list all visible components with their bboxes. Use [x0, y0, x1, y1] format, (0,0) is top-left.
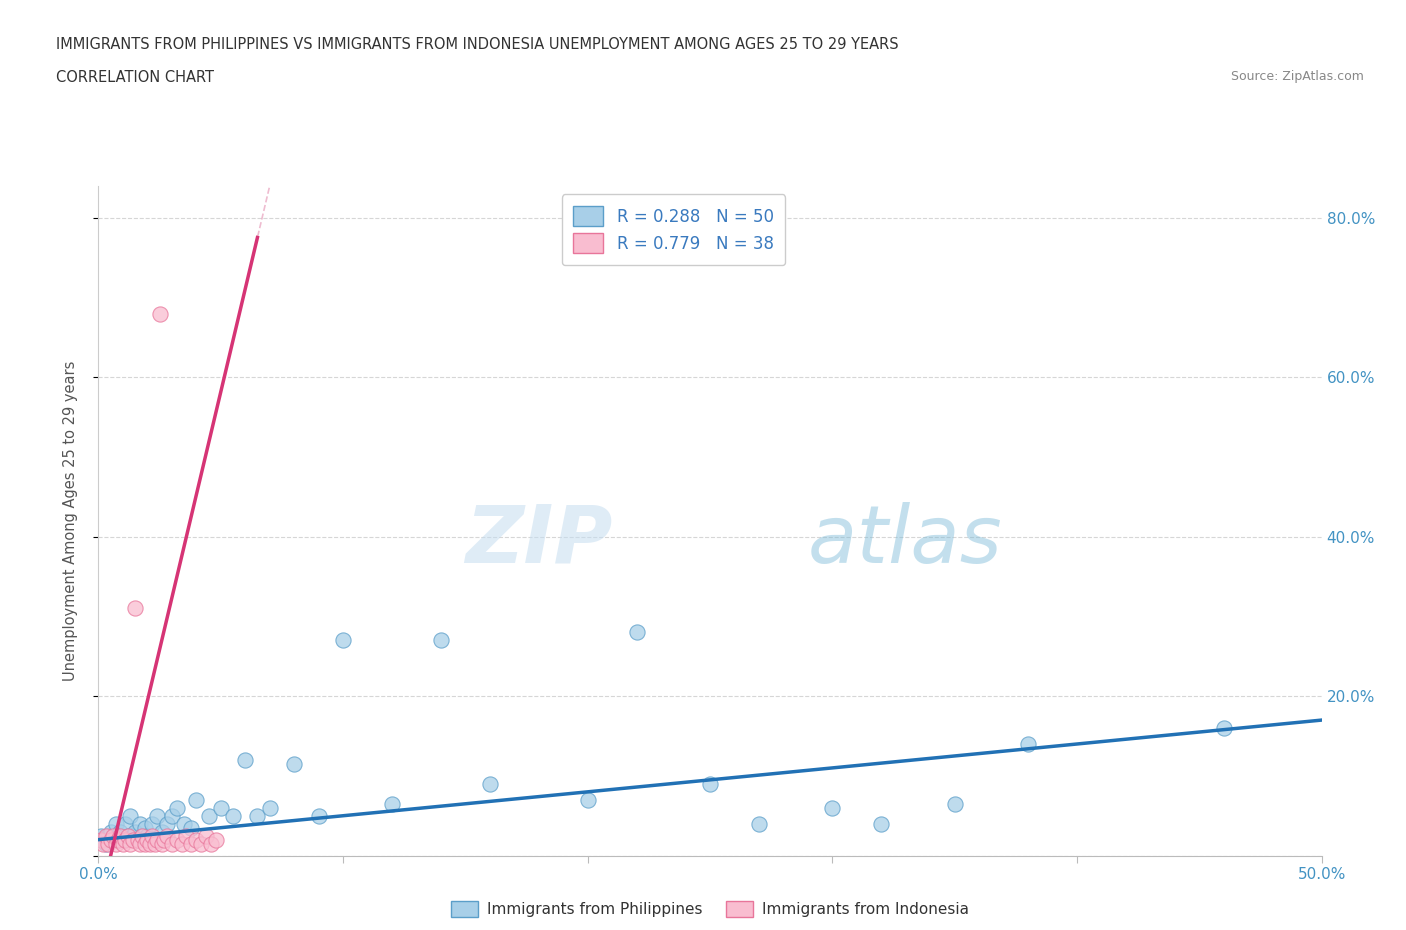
Point: [478, 777, 501, 791]
Point: [1017, 737, 1039, 751]
Point: [136, 829, 159, 844]
Point: [156, 817, 179, 831]
Point: [127, 832, 149, 847]
Point: [173, 817, 195, 831]
Point: [91, 836, 114, 851]
Point: [180, 820, 202, 835]
Point: [117, 829, 139, 844]
Point: [146, 832, 169, 847]
Point: [136, 832, 159, 847]
Point: [134, 836, 156, 851]
Point: [97, 829, 120, 844]
Point: [97, 836, 120, 851]
Point: [91, 832, 114, 847]
Point: [141, 817, 163, 831]
Point: [94, 829, 117, 844]
Point: [111, 836, 134, 851]
Point: [186, 832, 208, 847]
Point: [180, 836, 202, 851]
Point: [160, 836, 183, 851]
Point: [94, 836, 117, 851]
Point: [139, 836, 162, 851]
Point: [222, 808, 245, 823]
Point: [170, 836, 193, 851]
Point: [107, 832, 129, 847]
Point: [308, 808, 330, 823]
Point: [114, 832, 136, 847]
Text: ZIP: ZIP: [465, 502, 612, 580]
Point: [166, 801, 188, 816]
Point: [121, 829, 143, 844]
Point: [120, 836, 142, 851]
Point: [943, 796, 966, 811]
Point: [121, 832, 143, 847]
Point: [100, 824, 122, 839]
Point: [821, 801, 844, 816]
Point: [149, 306, 172, 321]
Point: [166, 832, 188, 847]
Point: [626, 625, 648, 640]
Point: [156, 829, 179, 844]
Point: [134, 820, 156, 835]
Text: IMMIGRANTS FROM PHILIPPINES VS IMMIGRANTS FROM INDONESIA UNEMPLOYMENT AMONG AGES: IMMIGRANTS FROM PHILIPPINES VS IMMIGRANT…: [56, 37, 898, 52]
Point: [259, 801, 281, 816]
Point: [129, 817, 152, 831]
Point: [246, 808, 269, 823]
Point: [127, 832, 149, 847]
Point: [104, 817, 127, 831]
Point: [131, 829, 153, 844]
Point: [160, 808, 183, 823]
Point: [195, 829, 218, 844]
Point: [110, 824, 132, 839]
Text: Source: ZipAtlas.com: Source: ZipAtlas.com: [1230, 70, 1364, 83]
Point: [110, 829, 132, 844]
Point: [111, 832, 134, 847]
Point: [101, 829, 124, 844]
Point: [283, 756, 305, 771]
Point: [150, 836, 173, 851]
Point: [120, 808, 142, 823]
Point: [748, 817, 770, 831]
Legend: Immigrants from Philippines, Immigrants from Indonesia: Immigrants from Philippines, Immigrants …: [443, 893, 977, 925]
Point: [576, 792, 599, 807]
Point: [90, 832, 112, 847]
Y-axis label: Unemployment Among Ages 25 to 29 years: Unemployment Among Ages 25 to 29 years: [63, 361, 77, 681]
Point: [101, 832, 124, 847]
Point: [104, 836, 127, 851]
Text: CORRELATION CHART: CORRELATION CHART: [56, 70, 214, 85]
Point: [1212, 721, 1234, 736]
Point: [209, 801, 232, 816]
Point: [699, 777, 721, 791]
Point: [143, 836, 166, 851]
Point: [205, 832, 228, 847]
Point: [190, 836, 212, 851]
Point: [150, 824, 173, 839]
Point: [332, 633, 354, 648]
Point: [124, 601, 146, 616]
Point: [381, 796, 404, 811]
Point: [430, 633, 453, 648]
Point: [90, 829, 112, 844]
Point: [131, 829, 153, 844]
Point: [870, 817, 893, 831]
Point: [233, 752, 256, 767]
Point: [124, 824, 146, 839]
Point: [146, 808, 169, 823]
Point: [176, 829, 198, 844]
Point: [117, 829, 139, 844]
Point: [100, 832, 122, 847]
Point: [200, 836, 222, 851]
Point: [197, 808, 219, 823]
Point: [186, 792, 208, 807]
Point: [107, 832, 129, 847]
Text: atlas: atlas: [808, 502, 1002, 580]
Point: [141, 829, 163, 844]
Point: [153, 832, 176, 847]
Point: [114, 817, 136, 831]
Point: [129, 836, 152, 851]
